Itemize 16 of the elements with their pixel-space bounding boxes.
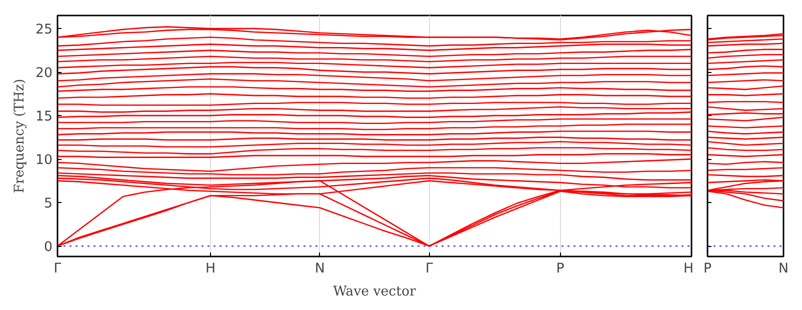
y-tick-label: 10 [36, 153, 53, 168]
y-tick-label: 15 [36, 110, 53, 125]
y-tick-label: 25 [36, 22, 53, 38]
x-tick-label: N [314, 262, 325, 276]
x-tick-label: H [683, 262, 694, 276]
x-tick-label: Γ [54, 262, 62, 276]
x-tick-label: Γ [425, 262, 434, 276]
x-tick-label: N [778, 262, 788, 276]
x-tick-label: H [206, 262, 216, 276]
y-tick-label: 0 [44, 240, 53, 256]
y-tick-label: 20 [36, 66, 53, 82]
y-axis-title: Frequency (THz) [12, 78, 28, 194]
y-tick-label: 5 [44, 196, 53, 212]
x-axis-title: Wave vector [333, 284, 417, 300]
x-tick-label: P [703, 262, 712, 276]
x-tick-label: P [556, 262, 564, 276]
